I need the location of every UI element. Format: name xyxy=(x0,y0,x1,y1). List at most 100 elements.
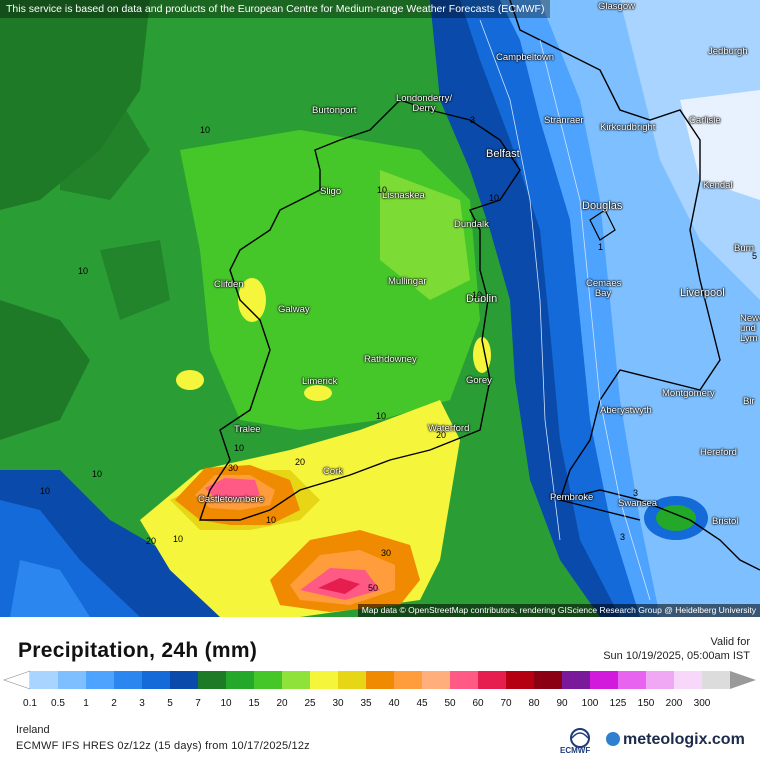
legend-swatch xyxy=(506,671,535,689)
legend-tick-label: 10 xyxy=(220,698,232,709)
city-label: Galway xyxy=(278,304,310,315)
city-label: Castletownbere xyxy=(198,494,265,505)
city-label: Swansea xyxy=(618,498,658,509)
city-label: Carlisle xyxy=(689,115,721,126)
legend-swatch xyxy=(86,671,115,689)
contour-label: 50 xyxy=(368,583,379,593)
legend-swatch xyxy=(450,671,479,689)
city-label: Glasgow xyxy=(598,1,635,12)
legend-swatch xyxy=(478,671,507,689)
legend-tick-label: 200 xyxy=(665,698,683,709)
contour-label: 10 xyxy=(173,534,184,544)
legend-tick-label: 3 xyxy=(139,698,145,709)
legend-tick-label: 125 xyxy=(609,698,627,709)
city-label: Tralee xyxy=(234,424,261,435)
city-label: Londonderry/ Derry xyxy=(396,93,452,114)
contour-label: 10 xyxy=(472,290,483,300)
legend-swatch xyxy=(226,671,255,689)
contour-label: 20 xyxy=(146,536,157,546)
legend-swatch xyxy=(394,671,423,689)
city-label: Gorey xyxy=(466,375,492,386)
legend-tick-label: 60 xyxy=(472,698,484,709)
legend-tick-label: 1 xyxy=(83,698,89,709)
city-label: Bristol xyxy=(712,516,739,527)
legend-tick-label: 50 xyxy=(444,698,456,709)
legend-swatch xyxy=(282,671,311,689)
valid-label: Valid for xyxy=(710,636,750,648)
contour-label: 5 xyxy=(752,251,758,261)
attribution-bottom: Map data © OpenStreetMap contributors, r… xyxy=(357,604,760,617)
legend-tick-label: 45 xyxy=(416,698,428,709)
precipitation-map[interactable]: This service is based on data and produc… xyxy=(0,0,760,617)
city-label: Hereford xyxy=(700,447,737,458)
legend-swatch xyxy=(338,671,367,689)
legend-tick-label: 30 xyxy=(332,698,344,709)
ecmwf-logo-icon[interactable] xyxy=(562,728,598,758)
city-label: Limerick xyxy=(302,376,338,387)
legend-tick-label: 35 xyxy=(360,698,372,709)
city-label: Dundalk xyxy=(454,219,489,230)
city-label: Dublin xyxy=(466,293,498,305)
legend-tick-label: 2 xyxy=(111,698,117,709)
legend-swatch xyxy=(254,671,283,689)
contour-label: 10 xyxy=(78,266,89,276)
city-label: Newc und Lym xyxy=(740,314,760,344)
city-label: Kendal xyxy=(703,180,733,191)
legend-tick-label: 40 xyxy=(388,698,400,709)
legend-swatch xyxy=(366,671,395,689)
city-label: Stranraer xyxy=(544,115,584,126)
city-label: Douglas xyxy=(582,200,623,212)
legend-swatch xyxy=(674,671,703,689)
city-label: Clifden xyxy=(214,279,244,290)
legend-swatch xyxy=(562,671,591,689)
city-label: Jedburgh xyxy=(708,46,748,57)
legend-tick-label: 90 xyxy=(556,698,568,709)
contour-label: 30 xyxy=(381,548,392,558)
contour-label: 10 xyxy=(92,469,103,479)
city-label: Cork xyxy=(323,466,344,477)
contour-label: 10 xyxy=(234,443,245,453)
contour-label: 10 xyxy=(200,125,211,135)
legend-tick-label: 80 xyxy=(528,698,540,709)
meteologix-logo[interactable]: meteologix.com xyxy=(606,731,745,749)
legend-swatch xyxy=(310,671,339,689)
legend-tick-label: 0.1 xyxy=(23,698,37,709)
meteologix-icon xyxy=(606,732,620,746)
legend-swatch xyxy=(422,671,451,689)
city-label: Aberystwyth xyxy=(600,405,652,416)
legend-right-cap xyxy=(730,671,756,689)
legend-swatch xyxy=(114,671,143,689)
legend-swatch xyxy=(702,671,731,689)
legend-swatch xyxy=(170,671,199,689)
legend-swatch xyxy=(646,671,675,689)
city-label: Rathdowney xyxy=(364,354,417,365)
contour-label: 20 xyxy=(295,457,306,467)
map-canvas xyxy=(0,0,760,617)
legend-swatch xyxy=(198,671,227,689)
legend-tick-label: 15 xyxy=(248,698,260,709)
legend-tick-label: 20 xyxy=(276,698,288,709)
valid-time: Sun 10/19/2025, 05:00am IST xyxy=(603,650,750,662)
model-run-label: ECMWF IFS HRES 0z/12z (15 days) from 10/… xyxy=(16,740,310,752)
city-label: Burn xyxy=(734,243,755,254)
city-label: Mullingar xyxy=(388,276,427,287)
region-label: Ireland xyxy=(16,724,50,736)
legend-swatch xyxy=(58,671,87,689)
legend-tick-label: 300 xyxy=(693,698,711,709)
legend-tick-label: 0.5 xyxy=(51,698,65,709)
contour-label: 10 xyxy=(489,193,500,203)
map-title: Precipitation, 24h (mm) xyxy=(18,639,258,662)
city-label: Campbeltown xyxy=(496,52,555,63)
city-label: Bir xyxy=(743,396,755,407)
contour-label: 3 xyxy=(470,115,476,125)
legend-left-cap xyxy=(3,670,31,690)
city-label: Sligo xyxy=(320,186,342,197)
meteologix-brand: meteologix.com xyxy=(623,731,745,748)
legend-tick-label: 100 xyxy=(581,698,599,709)
city-label: Belfast xyxy=(486,148,520,160)
contour-label: 10 xyxy=(266,515,277,525)
contour-label: 30 xyxy=(228,463,239,473)
contour-label: 3 xyxy=(633,488,639,498)
legend-swatch xyxy=(534,671,563,689)
legend-swatch xyxy=(30,671,59,689)
